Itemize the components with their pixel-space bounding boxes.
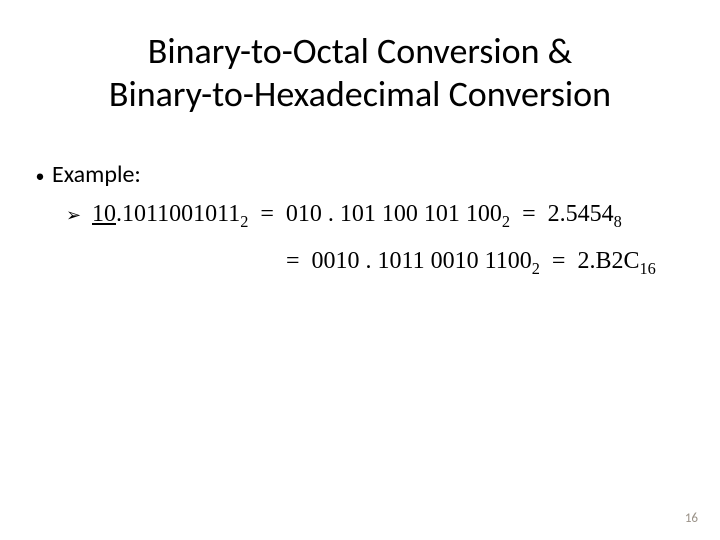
math-line-1: 10.10110010112 = 010 . 101 100 101 1002 … bbox=[92, 201, 622, 228]
l1-lhs-frac: 1011001011 bbox=[122, 201, 240, 227]
example-line-2: = 0010 . 1011 0010 11002 = 2.B2C16 bbox=[286, 248, 692, 275]
bullet-label: Example: bbox=[52, 160, 141, 189]
l2-rhs-val: 2.B2C bbox=[577, 248, 639, 274]
slide-title: Binary-to-Octal Conversion & Binary-to-H… bbox=[28, 30, 692, 116]
title-line-2: Binary-to-Hexadecimal Conversion bbox=[109, 72, 611, 116]
l1-rhs-sub: 8 bbox=[614, 212, 622, 231]
l1-lhs-int: 10 bbox=[92, 201, 116, 227]
l1-rhs-val: 2.5454 bbox=[548, 201, 614, 227]
l2-rhs-sub: 16 bbox=[639, 259, 655, 278]
l2-mid-sub: 2 bbox=[532, 259, 540, 278]
l1-mid-sub: 2 bbox=[502, 212, 510, 231]
l1-mid-frac: 101 100 101 100 bbox=[340, 201, 502, 227]
bullet-example: • Example: bbox=[28, 160, 692, 189]
l2-mid-int: 0010 bbox=[312, 248, 360, 274]
math-line-2: = 0010 . 1011 0010 11002 = 2.B2C16 bbox=[286, 248, 656, 274]
l1-lhs-sub: 2 bbox=[240, 212, 248, 231]
bullet-marker: • bbox=[28, 165, 52, 187]
example-line-1: ➢ 10.10110010112 = 010 . 101 100 101 100… bbox=[66, 201, 692, 228]
sub-bullet-marker: ➢ bbox=[66, 204, 92, 226]
l1-mid-int: 010 bbox=[286, 201, 322, 227]
page-number: 16 bbox=[685, 511, 698, 526]
title-line-1: Binary-to-Octal Conversion & bbox=[148, 29, 572, 73]
l2-mid-frac: 1011 0010 1100 bbox=[378, 248, 532, 274]
